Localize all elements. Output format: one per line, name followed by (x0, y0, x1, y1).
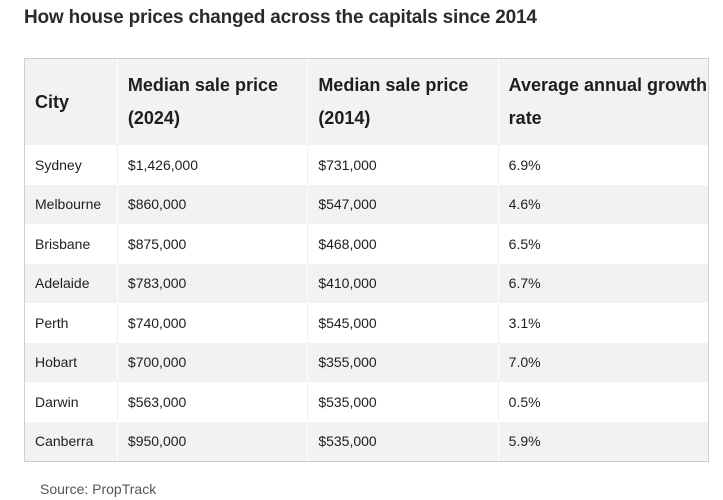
column-header-growth-rate: Average annual growth rate (498, 59, 708, 145)
table-body: Sydney $1,426,000 $731,000 6.9% Melbourne $86… (25, 145, 708, 461)
price-table-container: City Median sale price (2024) Median sal… (24, 58, 709, 462)
table-row: Brisbane $875,000 $468,000 6.5% (25, 224, 708, 264)
table-row: Perth $740,000 $545,000 3.1% (25, 303, 708, 343)
growth-rate-cell: 7.0% (498, 342, 708, 382)
price-2014-cell: $535,000 (308, 382, 499, 422)
table-row: Darwin $563,000 $535,000 0.5% (25, 382, 708, 422)
growth-rate-cell: 3.1% (498, 303, 708, 343)
price-2024-cell: $563,000 (117, 382, 309, 422)
city-cell: Canberra (25, 421, 118, 461)
city-cell: Melbourne (25, 184, 118, 224)
table-row: Hobart $700,000 $355,000 7.0% (25, 342, 708, 382)
price-2014-cell: $545,000 (308, 303, 499, 343)
table-row: Sydney $1,426,000 $731,000 6.9% (25, 145, 708, 185)
city-cell: Adelaide (25, 263, 118, 303)
price-2024-cell: $860,000 (117, 184, 309, 224)
table-header-row: City Median sale price (2024) Median sal… (25, 59, 708, 145)
growth-rate-cell: 6.7% (498, 263, 708, 303)
growth-rate-cell: 6.5% (498, 224, 708, 264)
column-header-price-2024: Median sale price (2024) (117, 59, 309, 145)
table-row: Adelaide $783,000 $410,000 6.7% (25, 263, 708, 303)
price-2024-cell: $1,426,000 (117, 145, 309, 185)
price-2024-cell: $875,000 (117, 224, 309, 264)
price-2014-cell: $468,000 (308, 224, 499, 264)
source-note: Source: PropTrack (40, 481, 157, 497)
city-cell: Brisbane (25, 224, 118, 264)
price-2014-cell: $410,000 (308, 263, 499, 303)
city-cell: Hobart (25, 342, 118, 382)
growth-rate-cell: 6.9% (498, 145, 708, 185)
price-2014-cell: $547,000 (308, 184, 499, 224)
price-2024-cell: $950,000 (117, 421, 309, 461)
price-2014-cell: $355,000 (308, 342, 499, 382)
city-cell: Darwin (25, 382, 118, 422)
growth-rate-cell: 0.5% (498, 382, 708, 422)
table-row: Canberra $950,000 $535,000 5.9% (25, 421, 708, 461)
growth-rate-cell: 4.6% (498, 184, 708, 224)
growth-rate-cell: 5.9% (498, 421, 708, 461)
city-cell: Perth (25, 303, 118, 343)
city-cell: Sydney (25, 145, 118, 185)
price-2014-cell: $535,000 (308, 421, 499, 461)
page-title: How house prices changed across the capi… (24, 7, 537, 28)
column-header-price-2014: Median sale price (2014) (308, 59, 499, 145)
price-2024-cell: $740,000 (117, 303, 309, 343)
price-2024-cell: $783,000 (117, 263, 309, 303)
table-row: Melbourne $860,000 $547,000 4.6% (25, 184, 708, 224)
price-table: City Median sale price (2024) Median sal… (25, 59, 708, 461)
column-header-city: City (25, 59, 118, 145)
price-2024-cell: $700,000 (117, 342, 309, 382)
price-2014-cell: $731,000 (308, 145, 499, 185)
